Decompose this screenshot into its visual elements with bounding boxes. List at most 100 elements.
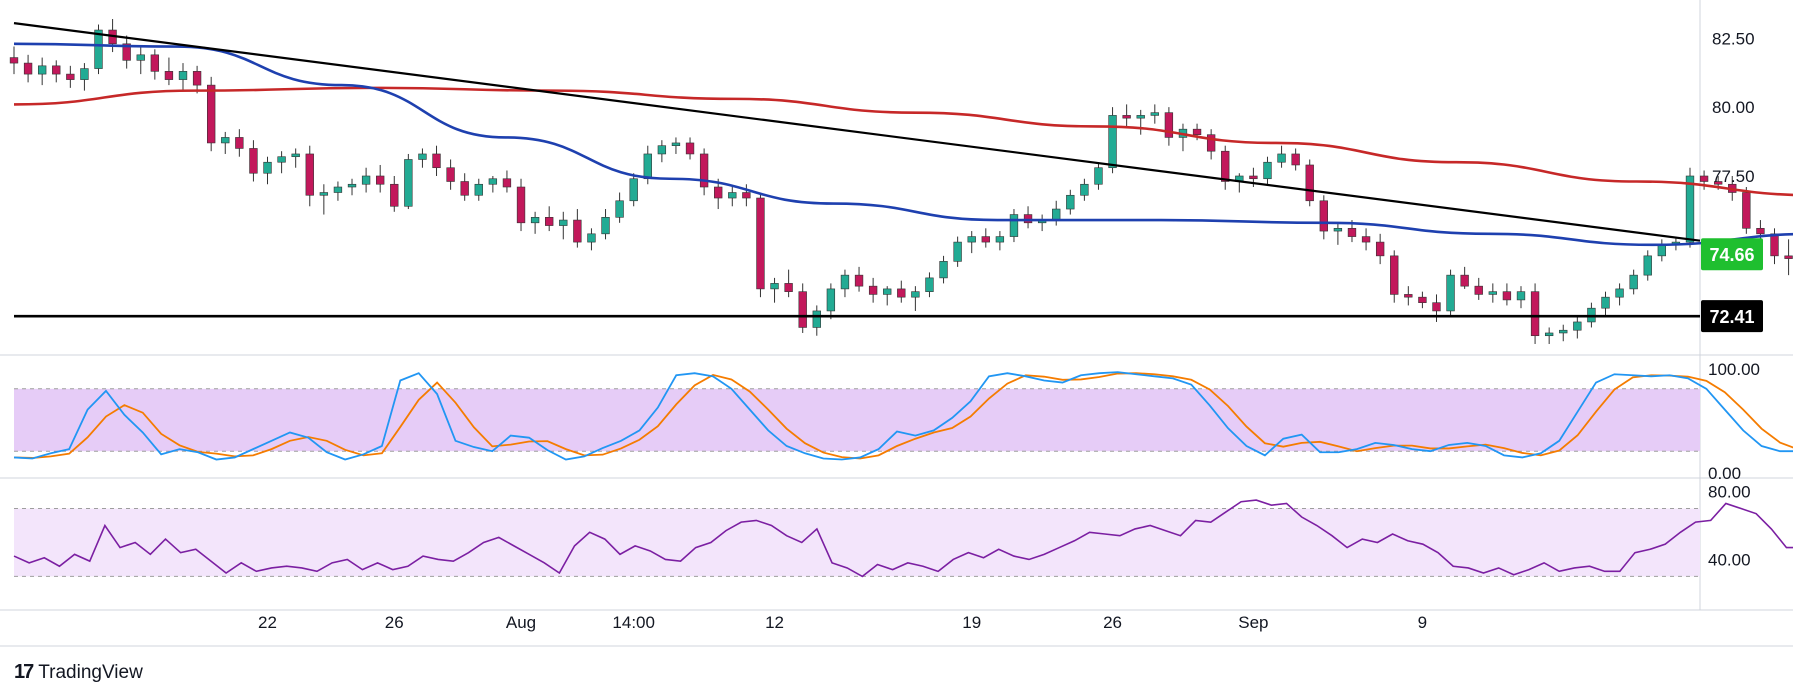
candle-body[interactable] [840,274,850,290]
candle-body[interactable] [897,288,906,298]
candle-body[interactable] [66,73,75,80]
candle-body[interactable] [9,57,19,64]
candle-body[interactable] [1516,291,1526,301]
candle-body[interactable] [404,159,413,207]
candle-body[interactable] [714,186,723,199]
candle-body[interactable] [1404,294,1413,298]
candle-body[interactable] [1249,175,1258,180]
candle-body[interactable] [361,175,371,185]
candle-body[interactable] [1742,192,1751,229]
candle-body[interactable] [1080,183,1089,196]
candle-body[interactable] [1291,153,1300,166]
candle-body[interactable] [1333,228,1343,232]
stochastic-panel[interactable] [13,371,1793,461]
candle-body[interactable] [643,153,652,180]
candle-body[interactable] [742,192,751,199]
candle-body[interactable] [291,153,300,158]
candle-body[interactable] [1784,255,1793,259]
candle-body[interactable] [1009,214,1019,237]
candle-body[interactable] [1094,167,1103,185]
candle-body[interactable] [1643,255,1652,276]
candle-body[interactable] [221,137,230,144]
candle-body[interactable] [530,217,540,224]
candle-body[interactable] [1474,285,1483,295]
candle-body[interactable] [235,137,244,149]
candle-body[interactable] [1615,288,1624,298]
candle-body[interactable] [460,181,469,196]
candle-body[interactable] [1713,181,1723,185]
candle-body[interactable] [1319,200,1328,232]
candle-body[interactable] [390,183,399,207]
candle-body[interactable] [953,241,962,262]
candle-body[interactable] [347,183,357,188]
candle-body[interactable] [925,277,934,292]
candle-body[interactable] [1418,296,1427,303]
candle-body[interactable] [995,236,1005,243]
candle-body[interactable] [883,288,892,295]
candle-body[interactable] [277,156,286,163]
candle-body[interactable] [376,175,385,185]
candle-body[interactable] [770,283,779,290]
candle-body[interactable] [1122,115,1131,119]
candle-body[interactable] [629,178,638,202]
candle-body[interactable] [1390,255,1399,295]
candle-body[interactable] [432,153,441,169]
candle-body[interactable] [1150,112,1159,116]
candle-body[interactable] [1699,175,1709,182]
candle-body[interactable] [1559,329,1568,334]
candle-body[interactable] [1573,321,1582,331]
candle-body[interactable] [812,310,821,328]
tradingview-branding[interactable]: 17 TradingView [14,661,143,684]
candle-body[interactable] [868,285,878,295]
candle-body[interactable] [587,233,596,243]
candle-body[interactable] [798,291,807,328]
candle-body[interactable] [854,274,864,287]
rsi-panel[interactable] [13,499,1793,578]
candle-body[interactable] [502,178,512,188]
candle-body[interactable] [418,153,427,160]
price-panel[interactable] [9,19,1793,344]
candle-body[interactable] [516,186,526,224]
candle-body[interactable] [1192,128,1202,135]
candle-body[interactable] [446,167,455,182]
candle-body[interactable] [333,186,343,193]
candle-body[interactable] [122,43,131,61]
candle-body[interactable] [615,200,624,218]
candle-body[interactable] [545,217,554,226]
candle-body[interactable] [756,197,765,290]
candle-body[interactable] [1460,274,1469,287]
candle-body[interactable] [1502,291,1512,301]
candle-body[interactable] [601,217,610,235]
candle-body[interactable] [1629,274,1638,290]
candle-body[interactable] [1544,332,1554,337]
candle-body[interactable] [685,142,695,155]
candle-body[interactable] [207,84,216,144]
candle-body[interactable] [1066,194,1075,210]
candle-body[interactable] [939,261,948,279]
candle-body[interactable] [1530,291,1540,337]
candle-body[interactable] [657,145,667,155]
candle-body[interactable] [150,54,160,72]
candle-body[interactable] [249,148,258,174]
candle-body[interactable] [1601,296,1610,309]
candle-body[interactable] [699,153,709,188]
candle-body[interactable] [1305,164,1314,202]
candle-body[interactable] [305,153,314,196]
candle-body[interactable] [1375,241,1385,257]
candle-body[interactable] [1164,112,1174,138]
candle-body[interactable] [136,54,145,61]
candle-body[interactable] [488,178,498,185]
candle-body[interactable] [911,291,920,298]
candle-body[interactable] [1023,214,1033,224]
candle-body[interactable] [1108,115,1117,169]
candle-body[interactable] [1488,291,1497,295]
candle-body[interactable] [94,29,103,69]
candle-body[interactable] [474,183,483,196]
candle-body[interactable] [967,236,976,243]
candle-body[interactable] [784,283,793,292]
candle-body[interactable] [1432,302,1441,312]
candle-body[interactable] [573,219,582,243]
descending-trendline[interactable] [13,22,1701,242]
candle-body[interactable] [178,71,188,80]
